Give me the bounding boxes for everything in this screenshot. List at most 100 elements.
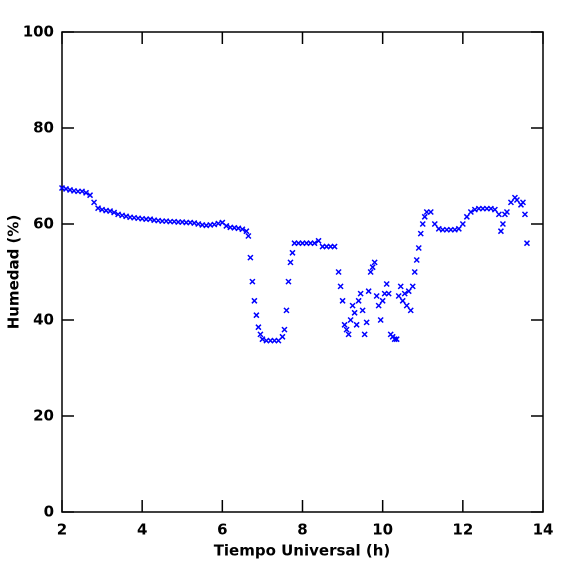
point — [377, 316, 384, 324]
point — [339, 297, 346, 304]
point — [385, 290, 392, 297]
point — [523, 240, 530, 247]
point — [279, 333, 286, 340]
point — [513, 196, 520, 204]
point — [253, 312, 260, 319]
point — [287, 259, 294, 266]
point — [393, 336, 400, 343]
point — [239, 226, 246, 233]
y-tick-label: 80 — [33, 119, 54, 137]
point — [311, 240, 318, 247]
point — [419, 220, 426, 228]
point — [371, 259, 378, 266]
point — [361, 331, 368, 338]
x-tick-label: 2 — [57, 521, 67, 539]
point — [365, 288, 372, 295]
point — [359, 307, 366, 314]
point — [337, 283, 344, 290]
point — [353, 321, 360, 328]
point — [379, 297, 386, 304]
x-tick-label: 10 — [372, 521, 393, 539]
point — [243, 228, 250, 235]
point — [283, 307, 290, 314]
x-tick-label: 12 — [452, 521, 473, 539]
point — [421, 213, 428, 220]
point — [315, 237, 322, 244]
point — [251, 297, 258, 304]
point — [331, 243, 338, 250]
point — [347, 316, 354, 324]
point — [399, 297, 406, 304]
point — [391, 336, 398, 343]
point — [431, 220, 438, 228]
point — [257, 331, 264, 338]
y-axis-label: Humedad (%) — [5, 215, 23, 330]
point — [409, 283, 416, 290]
point — [349, 302, 356, 309]
point — [367, 268, 374, 276]
y-tick-label: 60 — [33, 215, 54, 233]
x-tick-label: 14 — [533, 521, 554, 539]
point — [357, 290, 364, 297]
y-tick-label: 0 — [44, 503, 54, 521]
point — [499, 220, 506, 228]
point — [355, 297, 362, 304]
point — [345, 331, 352, 338]
point — [79, 188, 86, 195]
point — [343, 326, 350, 333]
plot-frame — [61, 31, 544, 513]
point — [249, 278, 256, 285]
point — [363, 319, 370, 326]
point — [247, 254, 254, 261]
point — [87, 192, 94, 199]
point — [519, 199, 526, 206]
point — [521, 211, 528, 218]
point — [497, 228, 504, 235]
x-tick-label: 8 — [297, 521, 307, 539]
point — [463, 213, 470, 220]
y-tick-label: 100 — [23, 23, 54, 41]
point — [405, 288, 412, 295]
point — [413, 256, 420, 264]
point — [503, 208, 510, 216]
point — [259, 336, 266, 343]
point — [255, 324, 262, 331]
point — [335, 268, 342, 276]
x-axis-label: Tiempo Universal (h) — [214, 542, 391, 560]
point — [395, 292, 402, 300]
point — [417, 230, 424, 237]
point — [245, 232, 252, 240]
point — [415, 244, 422, 252]
point — [375, 302, 382, 309]
point — [403, 302, 410, 309]
y-tick-label: 40 — [33, 311, 54, 329]
point — [95, 205, 102, 212]
point — [401, 290, 408, 297]
point — [383, 280, 390, 288]
x-tick-label: 4 — [137, 521, 147, 539]
point — [427, 208, 434, 216]
point — [285, 278, 292, 285]
point — [107, 208, 114, 215]
point — [459, 220, 466, 228]
point — [397, 283, 404, 290]
point — [111, 209, 118, 216]
point — [83, 189, 90, 196]
point — [289, 249, 296, 256]
point — [369, 264, 376, 271]
point — [407, 307, 414, 314]
point — [411, 268, 418, 276]
point — [491, 206, 498, 213]
point — [507, 199, 514, 206]
point — [351, 309, 358, 316]
point — [495, 211, 502, 218]
y-tick-label: 20 — [33, 407, 54, 425]
point — [223, 222, 230, 229]
x-tick-label: 6 — [217, 521, 227, 539]
point — [373, 292, 380, 300]
point — [91, 199, 98, 206]
point — [281, 326, 288, 333]
point — [455, 225, 462, 232]
point — [467, 208, 474, 216]
